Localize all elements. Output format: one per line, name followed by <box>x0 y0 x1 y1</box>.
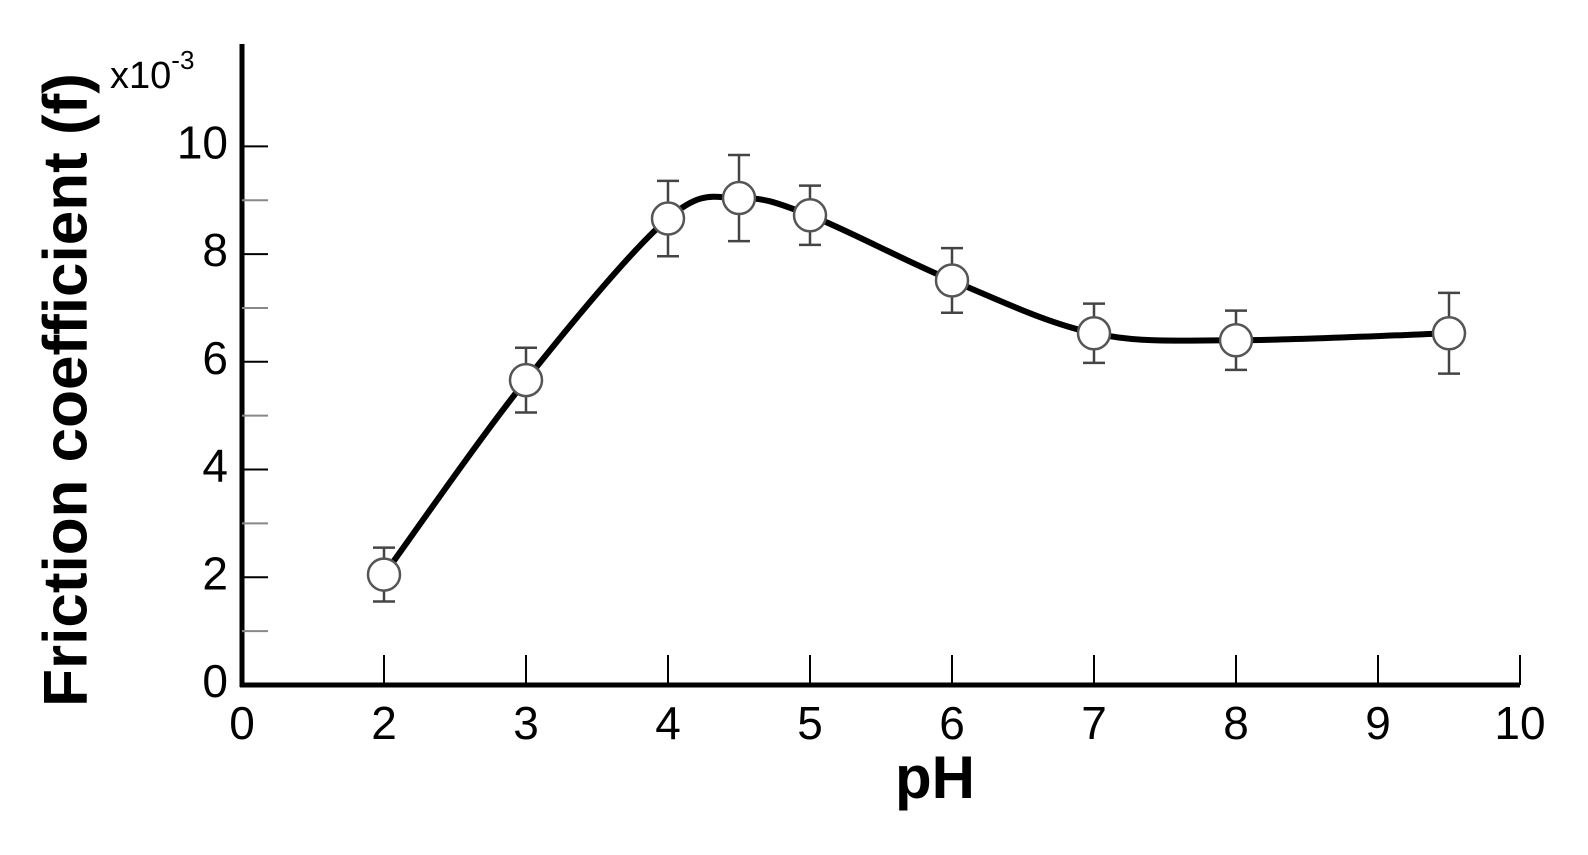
data-point <box>934 263 970 298</box>
data-point <box>1218 323 1254 358</box>
y-tick-label: 0 <box>202 655 228 707</box>
x-axis-label: pH <box>895 744 975 811</box>
y-tick-label: 2 <box>202 547 228 599</box>
x-tick-label: 0 <box>229 697 255 749</box>
x-tick-label: 4 <box>655 697 681 749</box>
data-point <box>792 198 828 233</box>
data-point <box>650 201 686 236</box>
y-tick-label: 6 <box>202 332 228 384</box>
data-line <box>381 193 1450 577</box>
data-point <box>1076 316 1112 351</box>
x-tick-label: 7 <box>1081 697 1107 749</box>
data-point <box>366 557 402 592</box>
x-tick-label: 5 <box>797 697 823 749</box>
y-multiplier-base: x10 <box>110 55 171 97</box>
data-point <box>1431 316 1467 351</box>
data-point <box>721 180 757 216</box>
y-axis-label: Friction coefficient (f) <box>31 73 100 707</box>
y-tick-label: 10 <box>177 117 228 169</box>
y-tick-label: 4 <box>202 440 228 492</box>
x-tick-label: 9 <box>1365 697 1391 749</box>
y-multiplier-exp: -3 <box>171 45 194 75</box>
y-multiplier: x10-3 <box>110 45 194 97</box>
x-tick-label: 8 <box>1223 697 1249 749</box>
y-tick-label: 8 <box>202 224 228 276</box>
x-tick-label: 10 <box>1494 697 1545 749</box>
data-point <box>508 362 544 398</box>
x-tick-label: 3 <box>513 697 539 749</box>
x-tick-label: 2 <box>371 697 397 749</box>
x-tick-label: 6 <box>939 697 965 749</box>
